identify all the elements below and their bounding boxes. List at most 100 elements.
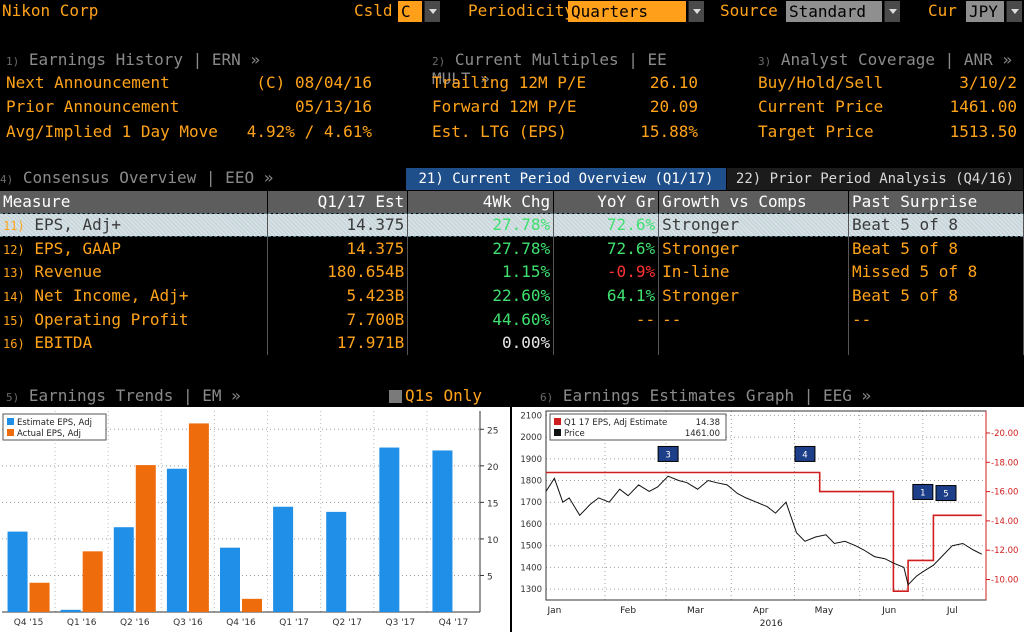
- measure-label[interactable]: EBITDA: [34, 333, 93, 353]
- table-row[interactable]: 15) Operating Profit 7.700B 44.60% -- -- --: [0, 307, 1024, 331]
- y-right-tick-label: -18.00: [991, 458, 1018, 468]
- panel-number: 2): [432, 55, 446, 68]
- y-left-tick-label: 2100: [520, 411, 542, 421]
- panel-number: 5): [6, 391, 20, 404]
- col-4wk-chg[interactable]: 4Wk Chg: [407, 191, 555, 213]
- tab-current-period[interactable]: 21) Current Period Overview (Q1/17): [406, 168, 726, 190]
- measure-label[interactable]: Operating Profit: [34, 309, 189, 329]
- source-select[interactable]: Standard: [786, 1, 882, 22]
- earnings-history-header[interactable]: 1) Earnings History | ERN »: [6, 50, 376, 69]
- measure-cell: 13) Revenue: [0, 260, 269, 284]
- x-tick-label: Q3 '16: [173, 618, 203, 628]
- source-label: Source: [720, 1, 778, 20]
- currency-select[interactable]: JPY: [966, 1, 1004, 22]
- chart-background: [512, 407, 1024, 632]
- x-tick-label: Mar: [687, 606, 704, 616]
- currency-dropdown-icon[interactable]: [1006, 1, 1022, 22]
- csld-dropdown-icon[interactable]: [424, 1, 440, 22]
- bar-estimate: [379, 447, 400, 612]
- row-number: 11): [3, 219, 25, 234]
- measure-label[interactable]: Revenue: [34, 262, 102, 282]
- earnings-trends-header[interactable]: 5) Earnings Trends | EM »: [6, 386, 241, 405]
- col-growth-vs-comps[interactable]: Growth vs Comps: [658, 191, 850, 213]
- chg-cell: 27.78%: [407, 212, 555, 238]
- bar-estimate: [273, 506, 294, 612]
- earnings-estimates-chart[interactable]: 1300 1400 1500 1600 1700 1800 1900 2000 2100 Jan F…: [512, 407, 1024, 632]
- target-price-label: Target Price: [758, 122, 874, 141]
- bar-actual: [82, 551, 103, 612]
- consensus-overview-header[interactable]: 4) Consensus Overview | EEO »: [0, 168, 273, 187]
- analyst-coverage-header[interactable]: 3) Analyst Coverage | ANR »: [758, 50, 1018, 69]
- trailing-pe-value: 26.10: [649, 73, 698, 92]
- bar-estimate: [60, 609, 81, 612]
- event-marker: [657, 445, 679, 462]
- legend-swatch: [554, 429, 561, 436]
- chg-cell: 27.78%: [407, 236, 555, 261]
- measure-label[interactable]: Net Income, Adj+: [34, 286, 189, 306]
- event-marker-label: 4: [802, 450, 807, 460]
- measure-label[interactable]: EPS, GAAP: [34, 239, 122, 259]
- security-name[interactable]: Nikon Corp: [2, 1, 99, 20]
- yoy-cell: [553, 330, 660, 355]
- q1s-only-checkbox[interactable]: [389, 390, 402, 403]
- periodicity-select[interactable]: Quarters: [568, 1, 686, 22]
- legend-label: Actual EPS, Adj: [17, 429, 81, 439]
- past-surprise-cell: [848, 330, 1024, 355]
- col-measure[interactable]: Measure: [0, 191, 269, 213]
- legend-label: Estimate EPS, Adj: [17, 418, 92, 428]
- earnings-trends-chart[interactable]: 5 10 15 20 25 Q4 '15 Q1 '16 Q2 '16 Q3 '16 Q4 '16 Q…: [0, 407, 510, 632]
- x-tick-label: Q3 '17: [386, 618, 416, 628]
- ltg-value: 15.88%: [640, 122, 698, 141]
- tab-prior-period[interactable]: 22) Prior Period Analysis (Q4/16): [727, 168, 1023, 190]
- y-right-tick-label: -16.00: [991, 488, 1018, 498]
- yoy-cell: 72.6%: [553, 212, 660, 238]
- x-tick-label: Q1 '17: [279, 618, 309, 628]
- bar-actual: [29, 582, 50, 612]
- q1s-only-label[interactable]: Q1s Only: [405, 386, 483, 405]
- current-multiples-header[interactable]: 2) Current Multiples | EE MULT »: [432, 50, 712, 88]
- x-tick-label: Jun: [881, 606, 896, 616]
- table-row[interactable]: 16) EBITDA 17.971B 0.00%: [0, 330, 1024, 355]
- avg-move-value: 4.92% / 4.61%: [246, 122, 372, 141]
- col-yoy-gr[interactable]: YoY Gr: [553, 191, 660, 213]
- bar-estimate: [166, 468, 187, 612]
- bar-estimate: [7, 531, 28, 612]
- periodicity-dropdown-icon[interactable]: [688, 1, 704, 22]
- current-multiples-panel: 2) Current Multiples | EE MULT »: [432, 50, 712, 88]
- x-tick-label: Q2 '17: [332, 618, 362, 628]
- table-row[interactable]: 13) Revenue 180.654B 1.15% -0.9% In-line Miss…: [0, 260, 1024, 284]
- panel-title: Earnings Trends | EM »: [28, 386, 241, 405]
- source-dropdown-icon[interactable]: [884, 1, 900, 22]
- table-row[interactable]: 14) Net Income, Adj+ 5.423B 22.60% 64.1% Str…: [0, 283, 1024, 308]
- periodicity-label: Periodicity: [468, 1, 574, 20]
- estimate-cell: 5.423B: [267, 283, 409, 308]
- legend-swatch: [554, 418, 561, 425]
- panel-number: 1): [6, 55, 20, 68]
- earnings-estimates-graph-header[interactable]: 6) Earnings Estimates Graph | EEG »: [540, 386, 871, 405]
- bar-actual: [135, 465, 156, 612]
- growth-vs-comps-cell: Stronger: [658, 283, 850, 308]
- estimate-line: [546, 471, 982, 592]
- bar-estimate: [220, 547, 240, 612]
- csld-select[interactable]: C: [398, 1, 422, 22]
- panel-number: 6): [540, 391, 554, 404]
- legend-box: [549, 413, 727, 441]
- col-estimate[interactable]: Q1/17 Est: [267, 191, 409, 213]
- measure-label[interactable]: EPS, Adj+: [34, 215, 122, 235]
- table-row[interactable]: 12) EPS, GAAP 14.375 27.78% 72.6% Stronger Be…: [0, 236, 1024, 261]
- x-tick-label: Q1 '16: [67, 618, 97, 628]
- x-tick-label: Q2 '16: [120, 618, 150, 628]
- col-past-surprise[interactable]: Past Surprise: [848, 191, 1024, 213]
- event-marker-label: 5: [943, 490, 948, 500]
- estimate-cell: 7.700B: [267, 307, 409, 331]
- table-header-row: Measure Q1/17 Est 4Wk Chg YoY Gr Growth …: [0, 191, 1024, 213]
- panel-title: Consensus Overview | EEO »: [22, 168, 274, 187]
- growth-vs-comps-cell: --: [658, 307, 850, 331]
- csld-label: Csld: [354, 1, 393, 20]
- panel-title: Earnings Estimates Graph | EEG »: [562, 386, 872, 405]
- measure-cell: 16) EBITDA: [0, 330, 269, 355]
- panel-number: 3): [758, 55, 772, 68]
- table-row[interactable]: 11) EPS, Adj+ 14.375 27.78% 72.6% Stronger Be…: [0, 212, 1024, 238]
- legend-value: 1461.00: [685, 429, 720, 439]
- buy-hold-sell-value: 3/10/2: [959, 73, 1017, 92]
